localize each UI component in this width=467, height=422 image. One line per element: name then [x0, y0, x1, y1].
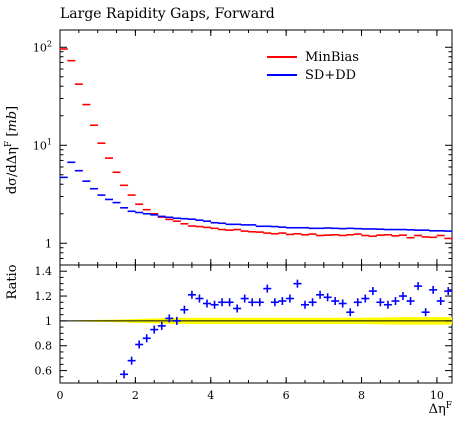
ratio-point — [187, 290, 196, 299]
ratio-point — [240, 294, 249, 303]
ratio-point — [210, 300, 219, 309]
ratio-point — [142, 334, 151, 343]
ratio-point — [361, 294, 370, 303]
x-axis-label: ΔηF — [429, 401, 452, 417]
legend-label-minbias: MinBias — [305, 50, 359, 65]
ratio-point — [391, 297, 400, 306]
ratio-point — [376, 298, 385, 307]
ratio-point — [414, 282, 423, 291]
ratio-point — [165, 314, 174, 323]
ratio-point — [383, 300, 392, 309]
ratio-point — [218, 298, 227, 307]
ratio-point — [436, 297, 445, 306]
ratio-point — [368, 287, 377, 296]
ratio-point — [444, 287, 453, 296]
main-y-tick-label: 1 — [45, 237, 52, 250]
ratio-point — [353, 298, 362, 307]
ratio-point — [285, 294, 294, 303]
ratio-point — [195, 294, 204, 303]
ratio-point — [203, 299, 211, 308]
x-tick-label: 6 — [283, 389, 290, 402]
ratio-y-tick-label: 1.2 — [35, 290, 53, 303]
legend-label-sddd: SD+DD — [305, 68, 356, 83]
main-axis-ticks: 1 101 102 — [33, 30, 452, 266]
ratio-axis-ticks: 0 2 4 6 8 10 0.6 0.8 1 1.2 1.4 — [35, 264, 452, 402]
x-tick-label: 8 — [358, 389, 365, 402]
ratio-point — [429, 285, 438, 294]
ratio-point — [172, 316, 181, 325]
ratio-point — [157, 321, 166, 330]
ratio-point — [225, 298, 234, 307]
ratio-point — [248, 298, 257, 307]
x-tick-label: 4 — [207, 389, 214, 402]
ratio-y-tick-label: 1 — [45, 315, 52, 328]
ratio-point — [120, 370, 129, 379]
ratio-point — [278, 297, 287, 306]
ratio-point — [180, 305, 189, 314]
main-series-layer — [59, 48, 453, 240]
x-tick-label: 10 — [430, 389, 444, 402]
ratio-series-layer — [120, 279, 453, 379]
ratio-point — [421, 308, 430, 317]
ratio-point — [323, 293, 332, 302]
ratio-y-axis-label: Ratio — [5, 264, 20, 299]
ratio-point — [399, 292, 407, 301]
ratio-y-tick-label: 0.6 — [35, 365, 53, 378]
legend: MinBias SD+DD — [267, 50, 359, 83]
x-tick-label: 0 — [57, 389, 64, 402]
ratio-point — [338, 299, 347, 308]
main-y-tick-label: 101 — [33, 137, 52, 152]
ratio-point — [406, 297, 415, 306]
ratio-point — [127, 356, 136, 365]
ratio-point — [233, 304, 242, 313]
ratio-point — [150, 325, 159, 334]
ratio-point — [135, 340, 144, 349]
ratio-point — [331, 297, 340, 306]
ratio-point — [346, 308, 355, 317]
ratio-point — [308, 298, 317, 307]
ratio-point — [255, 298, 264, 307]
ratio-point — [263, 284, 272, 293]
main-y-tick-label: 102 — [33, 39, 52, 54]
ratio-point — [301, 300, 309, 309]
ratio-y-tick-label: 0.8 — [35, 340, 53, 353]
ratio-point — [293, 279, 302, 288]
ratio-uncertainty-band — [60, 317, 452, 325]
ratio-point — [316, 290, 325, 299]
x-tick-label: 2 — [132, 389, 139, 402]
ratio-point — [270, 298, 279, 307]
main-y-axis-label: dσ/dΔηF [mb] — [4, 106, 20, 194]
chart-title: Large Rapidity Gaps, Forward — [60, 6, 275, 22]
ratio-y-tick-label: 1.4 — [35, 265, 53, 278]
